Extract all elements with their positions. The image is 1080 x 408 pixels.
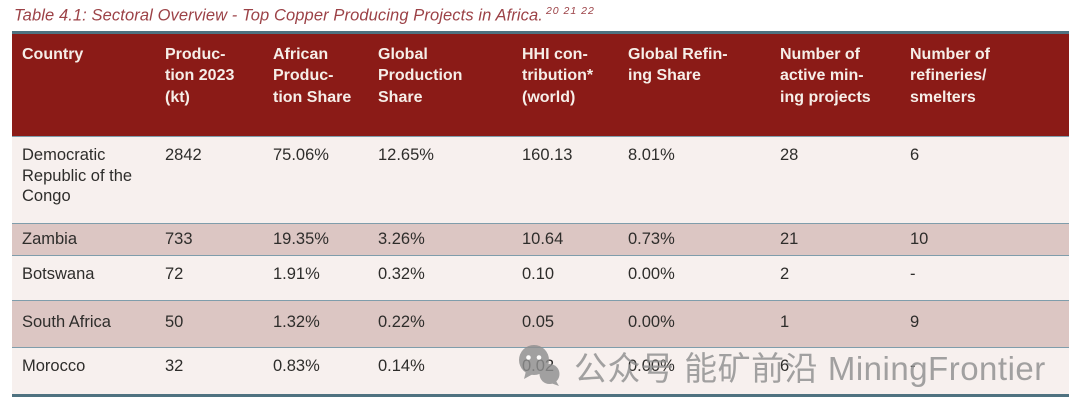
- header-cell-refineries_smelters: Number of refineries/ smelters: [900, 32, 1069, 137]
- table-row: Botswana 72 1.91% 0.32% 0.10 0.00% 2 -: [12, 255, 1069, 301]
- cell-african_production_share: 19.35%: [273, 230, 329, 248]
- header-cell-global_production_share: Global Production Share: [368, 32, 512, 137]
- cell-country: Democratic Republic of the Congo: [22, 146, 133, 206]
- cell-african_production_share: 75.06%: [273, 146, 329, 164]
- cell-production_2023_kt: 32: [165, 357, 184, 375]
- cell-refineries_smelters: -: [910, 265, 916, 283]
- cell-refineries_smelters: 9: [910, 313, 920, 331]
- cell-hhi_contribution_world: 0.05: [522, 313, 555, 331]
- cell-global_refining_share: 0.00%: [628, 313, 675, 331]
- cell-african_production_share: 1.91%: [273, 265, 320, 283]
- cell-hhi_contribution_world: 160.13: [522, 146, 573, 164]
- table-caption: Table 4.1: Sectoral Overview - Top Coppe…: [14, 5, 595, 26]
- header-cell-production_2023_kt: Produc- tion 2023 (kt): [155, 32, 263, 137]
- table-row: Democratic Republic of the Congo 2842 75.0…: [12, 136, 1069, 224]
- header-cell-african_production_share: African Produc- tion Share: [263, 32, 368, 137]
- cell-active_mining_projects: 21: [780, 230, 799, 248]
- cell-hhi_contribution_world: 0.02: [522, 357, 555, 375]
- cell-global_production_share: 0.22%: [378, 313, 425, 331]
- cell-refineries_smelters: 10: [910, 230, 929, 248]
- cell-active_mining_projects: 28: [780, 146, 799, 164]
- header-row: Country Produc- tion 2023 (kt) African Pro…: [12, 32, 1069, 137]
- cell-global_refining_share: 0.73%: [628, 230, 675, 248]
- table-body: Democratic Republic of the Congo 2842 75.0…: [12, 136, 1069, 396]
- cell-country: South Africa: [22, 313, 111, 331]
- header-cell-hhi_contribution_world: HHI con- tribution* (world): [512, 32, 618, 137]
- cell-country: Zambia: [22, 230, 78, 248]
- cell-global_production_share: 0.14%: [378, 357, 425, 375]
- cell-hhi_contribution_world: 0.10: [522, 265, 555, 283]
- cell-refineries_smelters: -: [910, 357, 916, 375]
- sector-table: Country Produc- tion 2023 (kt) African Pro…: [12, 31, 1069, 397]
- cell-hhi_contribution_world: 10.64: [522, 230, 564, 248]
- footnote-refs: 20 21 22: [545, 5, 595, 17]
- cell-global_refining_share: 0.00%: [628, 357, 675, 375]
- table-header: Country Produc- tion 2023 (kt) African Pro…: [12, 32, 1069, 137]
- cell-global_refining_share: 0.00%: [628, 265, 675, 283]
- table-row: South Africa 50 1.32% 0.22% 0.05 0.00% 1 9: [12, 300, 1069, 348]
- cell-african_production_share: 1.32%: [273, 313, 320, 331]
- cell-production_2023_kt: 2842: [165, 146, 202, 164]
- table-container: Country Produc- tion 2023 (kt) African Pro…: [12, 31, 1069, 397]
- cell-production_2023_kt: 50: [165, 313, 184, 331]
- cell-production_2023_kt: 733: [165, 230, 193, 248]
- cell-african_production_share: 0.83%: [273, 357, 320, 375]
- cell-refineries_smelters: 6: [910, 146, 920, 164]
- header-cell-active_mining_projects: Number of active min- ing projects: [770, 32, 900, 137]
- cell-global_refining_share: 8.01%: [628, 146, 675, 164]
- cell-production_2023_kt: 72: [165, 265, 184, 283]
- table-row: Zambia 733 19.35% 3.26% 10.64 0.73% 21 10: [12, 223, 1069, 256]
- cell-active_mining_projects: 2: [780, 265, 790, 283]
- table-caption-text: Table 4.1: Sectoral Overview - Top Coppe…: [14, 6, 543, 25]
- header-cell-country: Country: [12, 32, 155, 137]
- cell-global_production_share: 0.32%: [378, 265, 425, 283]
- cell-country: Botswana: [22, 265, 95, 283]
- header-cell-global_refining_share: Global Refin- ing Share: [618, 32, 770, 137]
- cell-global_production_share: 12.65%: [378, 146, 434, 164]
- cell-global_production_share: 3.26%: [378, 230, 425, 248]
- cell-active_mining_projects: 6: [780, 357, 790, 375]
- table-row: Morocco 32 0.83% 0.14% 0.02 0.00% 6 -: [12, 347, 1069, 396]
- cell-active_mining_projects: 1: [780, 313, 790, 331]
- cell-country: Morocco: [22, 357, 86, 375]
